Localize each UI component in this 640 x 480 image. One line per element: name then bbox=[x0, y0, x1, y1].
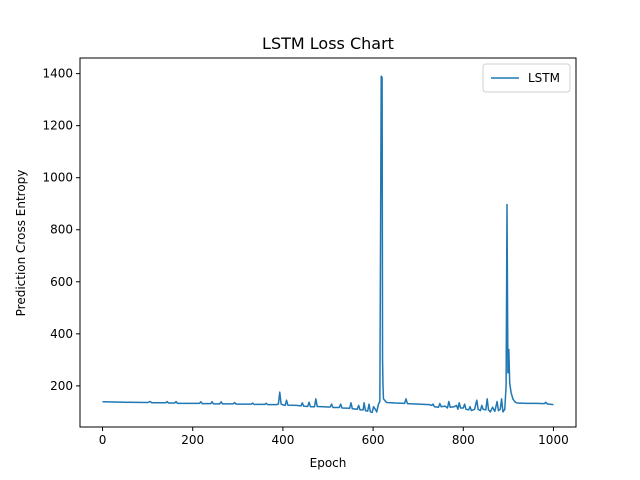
plot-area: 0 200 400 600 800 1000 200 400 600 800 1000 1200 140… bbox=[42, 57, 577, 447]
y-tick-label: 400 bbox=[50, 327, 73, 341]
x-tick-label: 600 bbox=[362, 433, 385, 447]
x-tick-label: 200 bbox=[181, 433, 204, 447]
x-tick-label: 400 bbox=[271, 433, 294, 447]
y-axis-label: Prediction Cross Entropy bbox=[14, 170, 28, 317]
legend-label: LSTM bbox=[528, 71, 560, 85]
y-tick-label: 1000 bbox=[42, 171, 73, 185]
y-tick-label: 1200 bbox=[42, 119, 73, 133]
x-tick-label: 800 bbox=[452, 433, 475, 447]
x-tick-label: 0 bbox=[99, 433, 107, 447]
x-axis-label: Epoch bbox=[310, 456, 347, 470]
y-tick-label: 1400 bbox=[42, 67, 73, 81]
series-line-lstm bbox=[102, 75, 554, 414]
x-tick-label: 1000 bbox=[538, 433, 569, 447]
chart-title: LSTM Loss Chart bbox=[262, 34, 394, 53]
legend-box bbox=[482, 63, 571, 93]
y-tick-label: 600 bbox=[50, 275, 73, 289]
y-tick-label: 800 bbox=[50, 223, 73, 237]
y-tick-label: 200 bbox=[50, 379, 73, 393]
plot-frame bbox=[79, 57, 577, 428]
